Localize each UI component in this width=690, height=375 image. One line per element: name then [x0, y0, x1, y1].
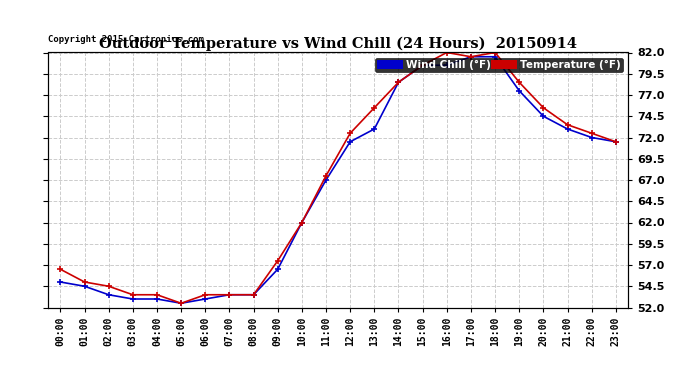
Text: Copyright 2015 Cartronics.com: Copyright 2015 Cartronics.com: [48, 34, 204, 44]
Legend: Wind Chill (°F), Temperature (°F): Wind Chill (°F), Temperature (°F): [375, 58, 622, 72]
Title: Outdoor Temperature vs Wind Chill (24 Hours)  20150914: Outdoor Temperature vs Wind Chill (24 Ho…: [99, 37, 577, 51]
